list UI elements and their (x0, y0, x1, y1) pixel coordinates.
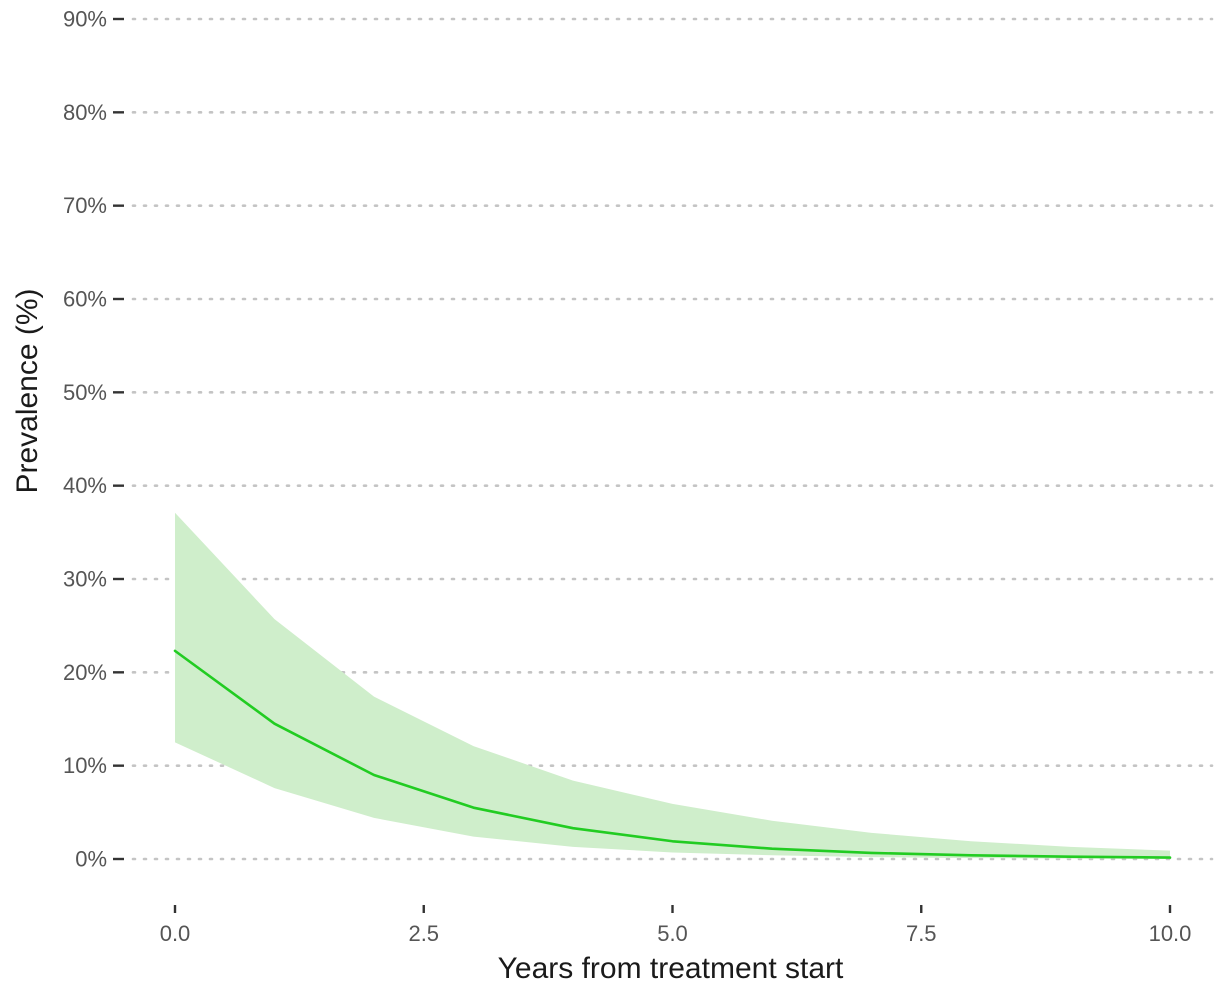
grid-lines (131, 17, 1214, 861)
y-tick-label-50: 50% (63, 380, 107, 405)
x-tick-label-10: 10.0 (1149, 921, 1192, 946)
x-tick-label-0: 0.0 (160, 921, 191, 946)
y-tick-label-0: 0% (75, 847, 107, 872)
y-tick-label-80: 80% (63, 100, 107, 125)
y-tick-label-60: 60% (63, 287, 107, 312)
x-axis: 0.0 2.5 5.0 7.5 10.0 (160, 905, 1192, 946)
y-tick-label-90: 90% (63, 7, 107, 32)
y-tick-label-70: 70% (63, 193, 107, 218)
y-axis-title: Prevalence (%) (11, 288, 44, 493)
y-tick-label-10: 10% (63, 753, 107, 778)
y-tick-label-40: 40% (63, 473, 107, 498)
y-tick-label-30: 30% (63, 567, 107, 592)
x-axis-title: Years from treatment start (498, 952, 844, 983)
x-tick-label-5: 5.0 (657, 921, 688, 946)
x-tick-label-2-5: 2.5 (408, 921, 439, 946)
confidence-band (175, 512, 1170, 859)
series-line-layer (173, 649, 1172, 859)
y-axis: 0% 10% 20% 30% 40% 50% 60% 70% 80% 90% (63, 7, 124, 872)
confidence-band-layer (175, 512, 1170, 859)
y-tick-label-20: 20% (63, 660, 107, 685)
x-tick-label-7-5: 7.5 (906, 921, 937, 946)
